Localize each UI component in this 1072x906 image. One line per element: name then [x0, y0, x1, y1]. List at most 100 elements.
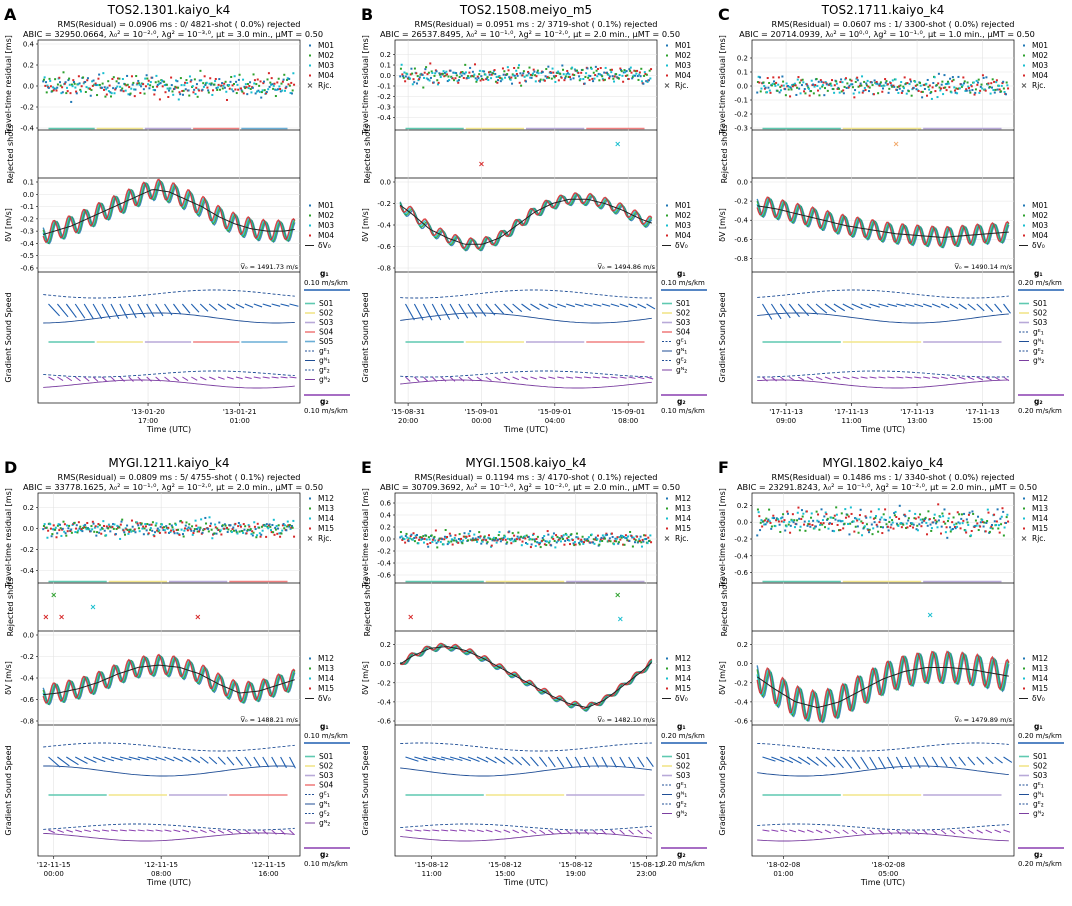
data-point — [273, 82, 276, 85]
ylabel-grad: Gradient Sound Speed — [361, 745, 370, 835]
data-point — [451, 77, 454, 80]
data-point — [943, 74, 946, 77]
data-point — [1023, 667, 1025, 670]
data-point — [962, 519, 965, 522]
data-point — [290, 81, 293, 84]
g2-arrow — [905, 376, 913, 379]
data-point — [846, 513, 849, 516]
legend-station: M13 — [1032, 664, 1048, 673]
data-point — [571, 66, 574, 69]
data-point — [1007, 87, 1010, 90]
data-point — [645, 537, 648, 540]
data-point — [960, 83, 963, 86]
data-point — [799, 92, 802, 95]
data-point — [163, 80, 166, 83]
data-point — [76, 531, 79, 534]
data-point — [263, 80, 266, 83]
data-point — [757, 75, 760, 78]
data-point — [453, 79, 456, 82]
data-point — [614, 537, 617, 540]
data-point — [253, 521, 256, 524]
data-point — [213, 532, 216, 535]
dv-station-curve — [42, 181, 296, 245]
data-point — [522, 72, 525, 75]
data-point — [225, 526, 228, 529]
dv-mean-line — [43, 664, 295, 696]
g2-arrow — [66, 376, 73, 382]
data-point — [194, 92, 197, 95]
data-point — [666, 214, 668, 217]
data-point — [201, 531, 204, 534]
data-point — [513, 538, 516, 541]
data-point — [285, 529, 288, 532]
g1-arrow — [271, 303, 281, 307]
data-point — [1005, 81, 1008, 84]
data-point — [56, 532, 59, 535]
g1-arrow — [404, 303, 415, 321]
xlabel: Time (UTC) — [146, 878, 191, 887]
data-point — [266, 78, 269, 81]
data-point — [82, 524, 85, 527]
data-point — [767, 518, 770, 521]
data-point — [180, 84, 183, 87]
g1-arrow — [431, 303, 442, 321]
data-point — [789, 95, 792, 98]
legend-gradient: gᴱ₂ — [319, 366, 330, 375]
data-point — [777, 76, 780, 79]
data-point — [798, 529, 801, 532]
g1-arrow — [788, 303, 800, 318]
data-point — [627, 535, 630, 538]
data-point — [830, 522, 833, 525]
g2-arrow — [904, 829, 911, 835]
g2-arrow — [235, 376, 243, 380]
data-point — [905, 82, 908, 85]
data-point — [640, 80, 643, 83]
g1-arrow — [503, 303, 514, 314]
data-point — [271, 523, 274, 526]
g2-arrow — [976, 376, 984, 381]
data-point — [832, 88, 835, 91]
data-point — [485, 542, 488, 545]
data-point — [103, 524, 106, 527]
data-point — [270, 77, 273, 80]
data-point — [264, 525, 267, 528]
legend-station: M02 — [318, 211, 334, 220]
data-point — [122, 90, 125, 93]
legend-station: M14 — [675, 514, 691, 523]
data-point — [539, 78, 542, 81]
x-tick-date: '15-09-01 — [611, 408, 645, 416]
data-point — [919, 518, 922, 521]
data-point — [643, 538, 646, 541]
data-point — [174, 85, 177, 88]
data-point — [403, 71, 406, 74]
data-point — [871, 533, 874, 536]
data-point — [926, 94, 929, 97]
data-point — [561, 64, 564, 67]
data-point — [432, 538, 435, 541]
data-point — [541, 539, 544, 542]
data-point — [569, 78, 572, 81]
g2-arrow — [449, 376, 456, 382]
data-point — [145, 529, 148, 532]
data-point — [192, 91, 195, 94]
data-point — [116, 524, 119, 527]
data-point — [287, 524, 290, 527]
data-point — [596, 67, 599, 70]
data-point — [967, 86, 970, 89]
g2-arrow — [548, 829, 554, 835]
data-point — [856, 76, 859, 79]
dv-tick-label: -0.5 — [20, 252, 34, 260]
data-point — [598, 79, 601, 82]
data-point — [585, 539, 588, 542]
data-point — [510, 542, 513, 545]
data-point — [949, 530, 952, 533]
g1-arrow — [449, 756, 463, 762]
abic-line: ABIC = 32950.0664, λ₀² = 10⁻²·⁰, λg² = 1… — [23, 29, 323, 39]
legend-segment: S02 — [1033, 762, 1048, 771]
data-point — [179, 77, 182, 80]
g2-arrow — [48, 376, 55, 381]
x-tick-time: 11:00 — [422, 870, 442, 878]
data-point — [589, 66, 592, 69]
data-point — [205, 522, 208, 525]
data-point — [282, 522, 285, 525]
